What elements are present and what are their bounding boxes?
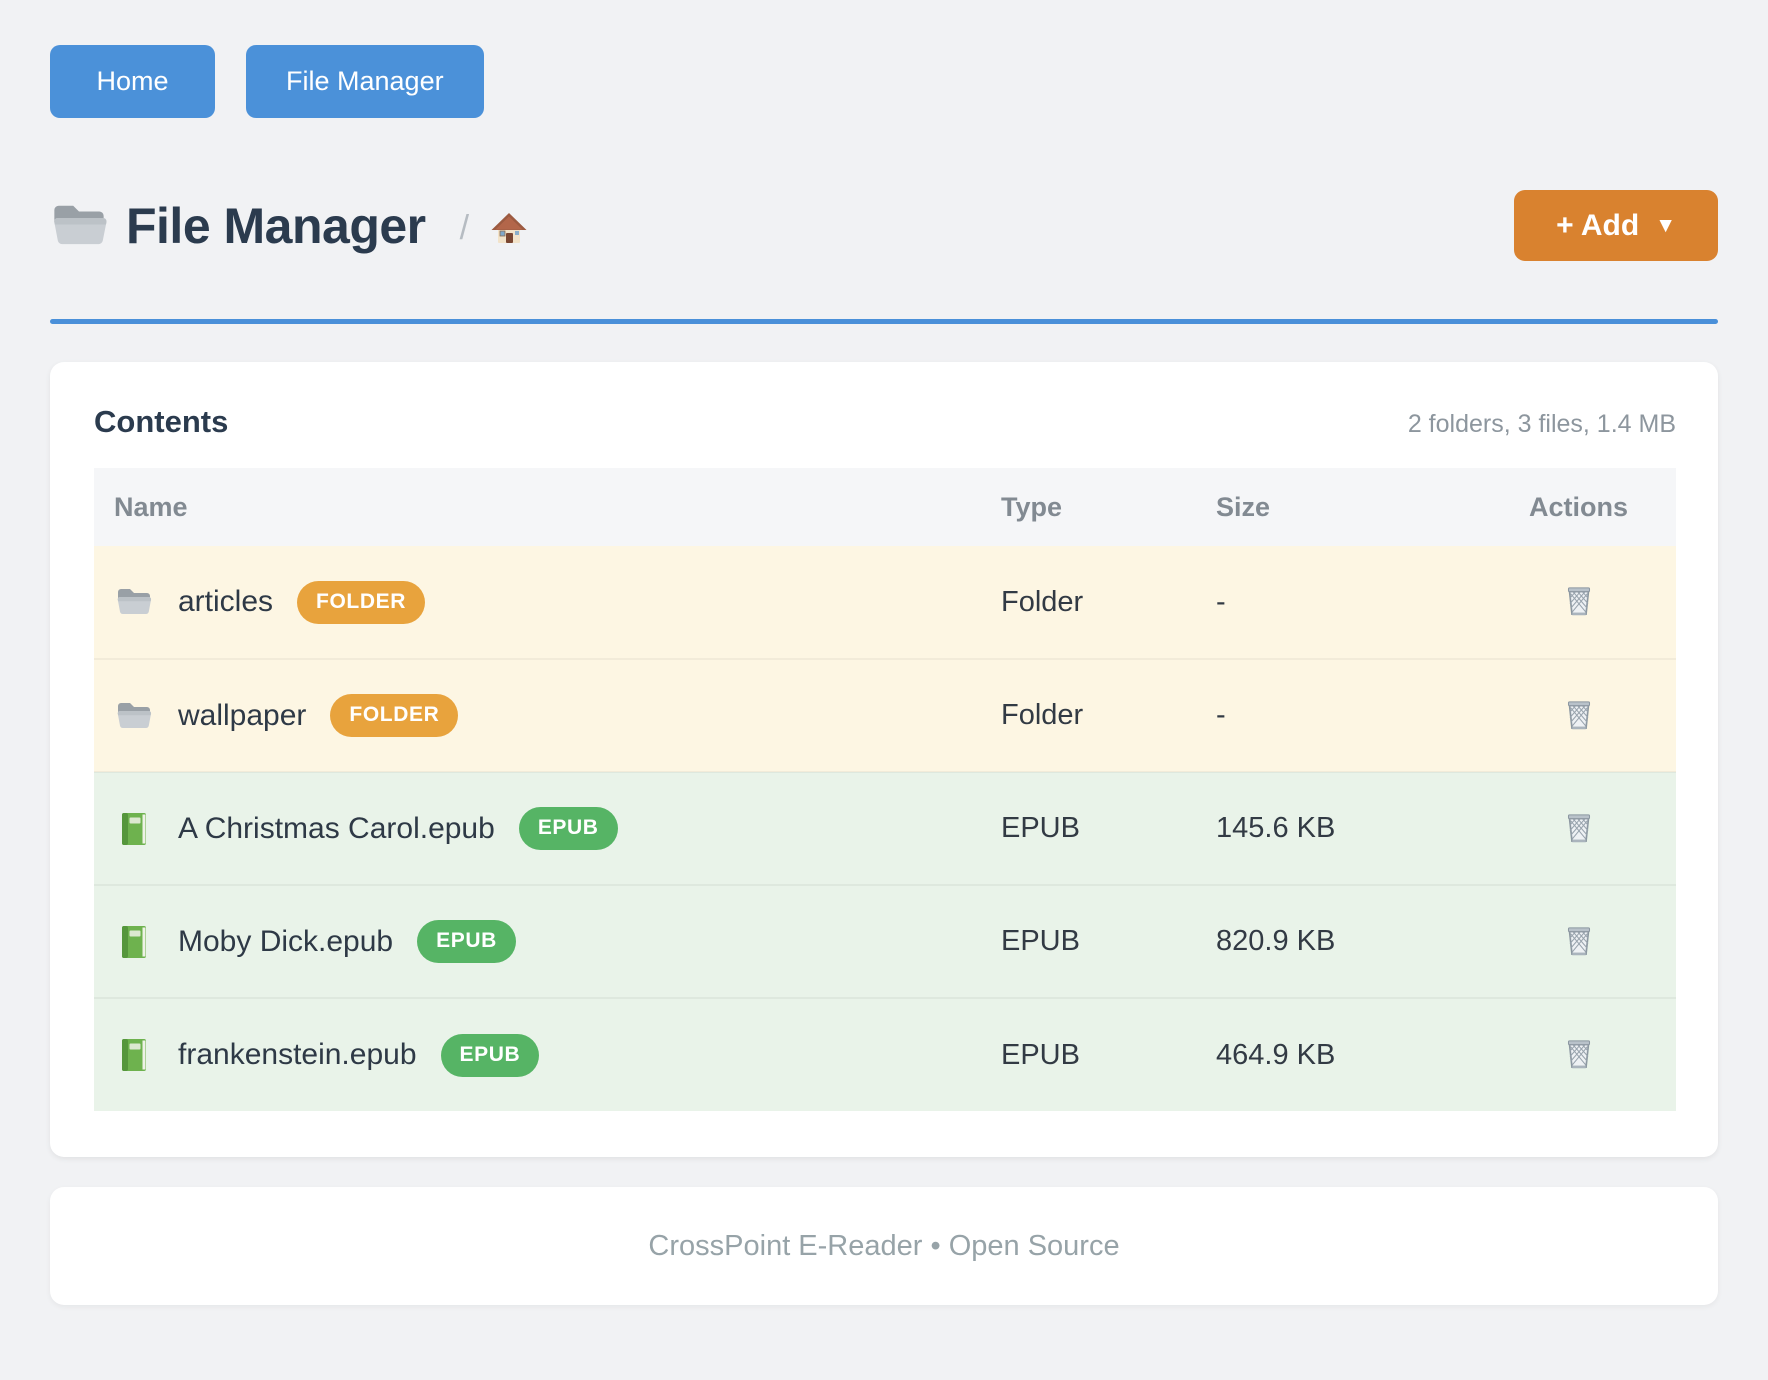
book-icon bbox=[114, 809, 154, 849]
breadcrumb-separator: / bbox=[459, 209, 470, 247]
home-icon[interactable] bbox=[489, 202, 529, 250]
delete-button[interactable] bbox=[1552, 1027, 1606, 1081]
file-name[interactable]: Moby Dick.epub bbox=[178, 924, 394, 958]
contents-title: Contents bbox=[94, 404, 229, 439]
file-name[interactable]: articles bbox=[178, 585, 274, 618]
file-name[interactable]: frankenstein.epub bbox=[178, 1038, 417, 1071]
type-cell: EPUB bbox=[1001, 1038, 1080, 1071]
column-header-size: Size bbox=[1196, 468, 1481, 546]
folder-icon bbox=[114, 582, 154, 622]
table-row[interactable]: articles FOLDER Folder - bbox=[94, 546, 1676, 659]
file-manager-button[interactable]: File Manager bbox=[246, 45, 484, 118]
type-badge: EPUB bbox=[440, 1033, 540, 1077]
type-badge: FOLDER bbox=[330, 694, 459, 737]
footer: CrossPoint E-Reader • Open Source bbox=[50, 1187, 1718, 1305]
book-icon bbox=[114, 922, 154, 962]
contents-card: Contents 2 folders, 3 files, 1.4 MB Name… bbox=[50, 362, 1718, 1157]
table-row[interactable]: wallpaper FOLDER Folder - bbox=[94, 659, 1676, 772]
file-table: Name Type Size Actions articles bbox=[94, 468, 1676, 1111]
footer-text: CrossPoint E-Reader • Open Source bbox=[648, 1229, 1120, 1262]
type-cell: Folder bbox=[1001, 699, 1084, 731]
trash-icon bbox=[1558, 694, 1600, 736]
table-row[interactable]: A Christmas Carol.epub EPUB EPUB 145.6 K… bbox=[94, 772, 1676, 885]
page-header: File Manager / + Add ▼ bbox=[50, 190, 1718, 261]
size-cell: 820.9 KB bbox=[1216, 925, 1336, 957]
type-cell: Folder bbox=[1001, 585, 1084, 618]
type-cell: EPUB bbox=[1001, 812, 1080, 844]
size-cell: 464.9 KB bbox=[1216, 1038, 1336, 1071]
size-cell: - bbox=[1216, 585, 1226, 618]
add-button-label: + Add bbox=[1556, 208, 1640, 242]
trash-icon bbox=[1558, 1033, 1600, 1075]
contents-card-header: Contents 2 folders, 3 files, 1.4 MB bbox=[94, 404, 1676, 440]
type-badge: EPUB bbox=[518, 807, 618, 850]
trash-icon bbox=[1558, 807, 1600, 849]
column-header-name: Name bbox=[94, 468, 981, 546]
file-name[interactable]: A Christmas Carol.epub bbox=[178, 811, 495, 845]
chevron-down-icon: ▼ bbox=[1655, 213, 1676, 237]
header-divider bbox=[50, 319, 1718, 324]
table-header-row: Name Type Size Actions bbox=[94, 468, 1676, 546]
title-wrap: File Manager / bbox=[50, 197, 529, 255]
type-badge: EPUB bbox=[417, 920, 516, 963]
add-button[interactable]: + Add ▼ bbox=[1514, 190, 1718, 261]
type-badge: FOLDER bbox=[297, 580, 425, 624]
page-title: File Manager bbox=[126, 197, 426, 254]
delete-button[interactable] bbox=[1552, 574, 1606, 628]
contents-summary: 2 folders, 3 files, 1.4 MB bbox=[1407, 410, 1676, 438]
page: Home File Manager File Manager / bbox=[50, 45, 1718, 1305]
type-cell: EPUB bbox=[1001, 925, 1080, 957]
trash-icon bbox=[1558, 580, 1600, 622]
folder-icon bbox=[114, 696, 154, 736]
top-nav: Home File Manager bbox=[50, 45, 1718, 118]
trash-icon bbox=[1558, 920, 1600, 962]
table-row[interactable]: frankenstein.epub EPUB EPUB 464.9 KB bbox=[94, 998, 1676, 1111]
size-cell: 145.6 KB bbox=[1216, 812, 1336, 844]
delete-button[interactable] bbox=[1552, 688, 1606, 742]
size-cell: - bbox=[1216, 699, 1226, 731]
column-header-type: Type bbox=[981, 468, 1196, 546]
column-header-actions: Actions bbox=[1481, 468, 1676, 546]
file-name[interactable]: wallpaper bbox=[178, 698, 307, 732]
delete-button[interactable] bbox=[1552, 801, 1606, 855]
book-icon bbox=[114, 1035, 154, 1075]
folder-icon bbox=[50, 197, 108, 255]
home-button[interactable]: Home bbox=[50, 45, 215, 118]
table-row[interactable]: Moby Dick.epub EPUB EPUB 820.9 KB bbox=[94, 885, 1676, 998]
file-table-body: articles FOLDER Folder - bbox=[94, 546, 1676, 1111]
delete-button[interactable] bbox=[1552, 914, 1606, 968]
